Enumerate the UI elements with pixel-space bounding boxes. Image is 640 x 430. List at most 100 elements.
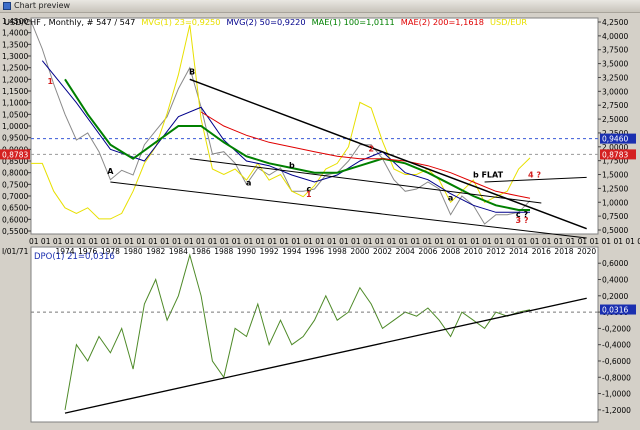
left-axis-tick-label: 0,5500 bbox=[2, 227, 28, 236]
left-axis-tick-label: 0,6000 bbox=[2, 215, 28, 224]
chart-canvas: 1,4500 1,4000 1,3500 1,3000 1,2500 1,2000 1,15… bbox=[0, 17, 640, 423]
legend-entry: MAE(1) 100=1,0111 bbox=[312, 17, 395, 27]
dpo-trendline bbox=[64, 297, 587, 414]
left-axis-tick-label: 0,9500 bbox=[2, 134, 28, 143]
trendline bbox=[484, 176, 587, 183]
x-axis-year-label: 1982 bbox=[146, 247, 165, 256]
dpo-axis-tick-label: -0,6000 bbox=[602, 357, 631, 366]
x-axis-year-label: 1984 bbox=[169, 247, 188, 256]
legend-entry: MVG(1) 23=0,9250 bbox=[141, 17, 220, 27]
chart-app-icon bbox=[3, 2, 11, 10]
x-axis-year-label: 1998 bbox=[328, 247, 347, 256]
price-flag-box bbox=[600, 133, 636, 144]
wave-annotation: b bbox=[289, 161, 295, 170]
x-axis-year-label: 2010 bbox=[464, 247, 483, 256]
x-axis-year-label: 2006 bbox=[418, 247, 437, 256]
mae200-line bbox=[200, 111, 531, 199]
trendline bbox=[110, 181, 587, 239]
x-axis-year-label: 2012 bbox=[486, 247, 505, 256]
dpo-axis-tick-label: -0,4000 bbox=[602, 341, 631, 350]
right-axis-tick-label: 0,7500 bbox=[602, 212, 628, 221]
legend-entry: MAE(2) 200=1,1618 bbox=[401, 17, 484, 27]
right-axis-tick-label: 1,0000 bbox=[602, 198, 628, 207]
left-axis-tick-label: 1,1000 bbox=[2, 99, 28, 108]
dpo-title: DPO(1) 21=0,0316 bbox=[34, 252, 115, 262]
x-axis-year-label: 1980 bbox=[124, 247, 143, 256]
legend-entry: MVG(2) 50=0,9220 bbox=[226, 17, 305, 27]
wave-annotation: 2 bbox=[368, 145, 374, 154]
x-axis-year-label: 1986 bbox=[192, 247, 211, 256]
price-flag-label: 0,8783 bbox=[602, 150, 628, 159]
x-axis-year-label: 2004 bbox=[396, 247, 415, 256]
dpo-axis-tick-label: 0,6000 bbox=[602, 259, 628, 268]
price-flag-label: 0,9460 bbox=[602, 135, 628, 144]
dpo-axis-tick-label: 0,4000 bbox=[602, 276, 628, 285]
right-axis-tick-label: 1,5000 bbox=[602, 171, 628, 180]
right-axis-tick-label: 3,5000 bbox=[602, 60, 628, 69]
right-axis-tick-label: 3,2500 bbox=[602, 73, 628, 82]
left-axis-tick-label: 0,8000 bbox=[2, 169, 28, 178]
x-axis-year-label: 1978 bbox=[101, 247, 120, 256]
x-axis-first-date: I/01/71 bbox=[2, 247, 29, 256]
left-axis-tick-label: 1,4500 bbox=[2, 17, 28, 26]
x-axis-year-label: 1988 bbox=[214, 247, 233, 256]
right-axis-tick-label: 1,7500 bbox=[602, 157, 628, 166]
x-axis-year-label: 2018 bbox=[554, 247, 573, 256]
right-axis-tick-label: 1,2500 bbox=[602, 184, 628, 193]
right-axis-tick-label: 3,0000 bbox=[602, 87, 628, 96]
left-axis-tick-label: 1,0500 bbox=[2, 110, 28, 119]
left-axis-tick-label: 0,8500 bbox=[2, 157, 28, 166]
window-title: Chart preview bbox=[14, 1, 71, 10]
left-axis-tick-label: 0,7000 bbox=[2, 192, 28, 201]
right-axis-tick-label: 4,2500 bbox=[602, 18, 628, 27]
wave-annotation: 4 ? bbox=[528, 170, 541, 179]
right-axis-tick-label: 2,0000 bbox=[602, 143, 628, 152]
legend-entry: USD/CHF , Monthly, # 547 / 547 bbox=[4, 17, 135, 27]
x-axis-year-label: 1976 bbox=[78, 247, 97, 256]
wave-annotation: a bbox=[246, 179, 251, 188]
wave-annotation: B bbox=[189, 68, 195, 77]
left-axis-tick-label: 1,1500 bbox=[2, 87, 28, 96]
left-axis-tick-label: 1,3000 bbox=[2, 52, 28, 61]
wave-annotation: b FLAT bbox=[473, 170, 504, 179]
dpo-flag-box bbox=[600, 304, 636, 315]
right-axis-tick-label: 0,5000 bbox=[602, 226, 628, 235]
dpo-panel bbox=[30, 246, 599, 423]
wave-annotation: 3 ? bbox=[516, 216, 529, 225]
dpo-axis-tick-label: 0,2000 bbox=[602, 292, 628, 301]
x-axis-year-label: 2000 bbox=[350, 247, 369, 256]
left-axis-tick-label: 0,7500 bbox=[2, 180, 28, 189]
x-axis-year-label: 1994 bbox=[282, 247, 301, 256]
price-flag-box-left bbox=[0, 149, 30, 160]
mae100-line bbox=[64, 78, 530, 211]
right-axis-tick-label: 4,0000 bbox=[602, 32, 628, 41]
left-axis-tick-label: 1,3500 bbox=[2, 40, 28, 49]
wave-annotation: c bbox=[306, 184, 311, 193]
trendline bbox=[189, 78, 587, 230]
wave-annotation: 1 bbox=[47, 77, 53, 86]
x-axis-year-label: 2008 bbox=[441, 247, 460, 256]
window-titlebar[interactable]: Chart preview bbox=[0, 0, 640, 13]
right-axis-tick-label: 2,2500 bbox=[602, 129, 628, 138]
legend-entry: USD/EUR bbox=[490, 17, 527, 27]
dpo-flag-label: 0,0316 bbox=[602, 306, 628, 315]
x-axis-year-label: 1990 bbox=[237, 247, 256, 256]
wave-annotation: A bbox=[107, 167, 114, 176]
right-axis-tick-label: 2,5000 bbox=[602, 115, 628, 124]
x-axis-year-label: 1996 bbox=[305, 247, 324, 256]
dpo-axis-tick-label: -1,2000 bbox=[602, 406, 631, 415]
wave-annotation: 1 bbox=[306, 190, 312, 199]
mvg50-line bbox=[41, 60, 530, 213]
left-axis-tick-label: 1,2000 bbox=[2, 75, 28, 84]
price-flag-label-left: 0,8783 bbox=[2, 150, 28, 159]
x-axis-month-row: 01 01 01 01 01 01 01 01 01 01 01 01 01 0… bbox=[29, 237, 640, 246]
dpo-axis-tick-label: -0,8000 bbox=[602, 373, 631, 382]
dpo-line bbox=[64, 253, 531, 410]
dpo-axis-tick-label: -0,2000 bbox=[602, 324, 631, 333]
right-axis-tick-label: 2,7500 bbox=[602, 101, 628, 110]
x-axis-year-label: 1974 bbox=[55, 247, 74, 256]
x-axis-year-label: 2002 bbox=[373, 247, 392, 256]
left-axis-tick-label: 1,2500 bbox=[2, 64, 28, 73]
left-axis-tick-label: 0,6500 bbox=[2, 204, 28, 213]
